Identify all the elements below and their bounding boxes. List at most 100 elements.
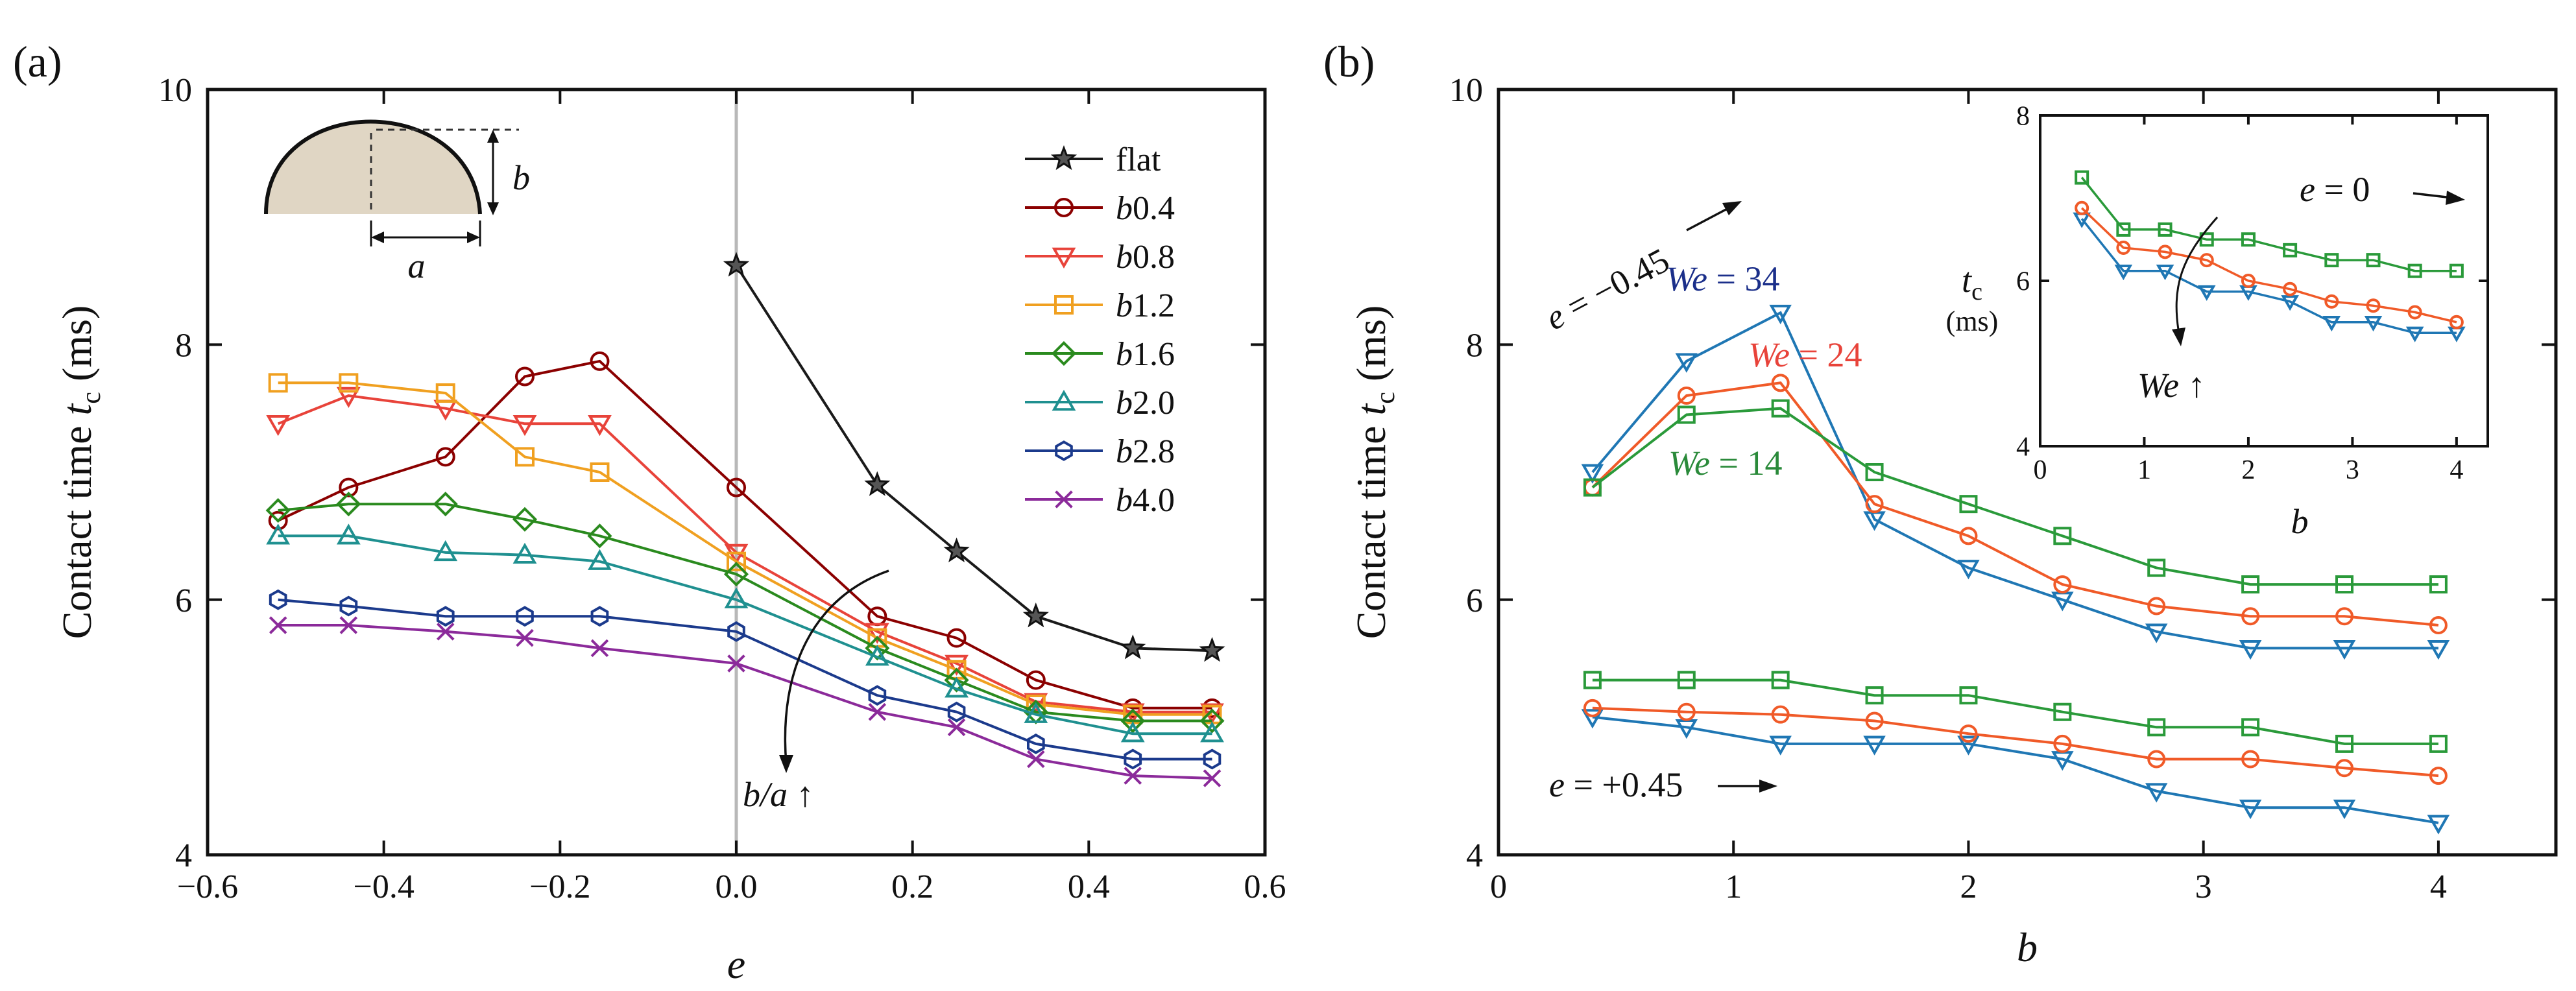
x-tick-label: 0.6	[1244, 868, 1286, 905]
schematic-width-arrowheads	[371, 232, 480, 243]
x-tick-label: 0.4	[1068, 868, 1110, 905]
legend-marker	[1050, 145, 1077, 171]
legend-marker	[1054, 198, 1074, 217]
data-point	[435, 447, 455, 467]
series-we-24	[2075, 200, 2464, 329]
data-point	[865, 623, 889, 644]
data-point	[587, 523, 612, 549]
data-point	[2145, 623, 2168, 643]
data-point	[269, 616, 287, 634]
inset-frame	[2039, 114, 2489, 448]
data-point	[2158, 245, 2173, 259]
data-point	[2281, 295, 2299, 311]
data-point	[2364, 315, 2383, 332]
data-point	[2427, 815, 2450, 835]
inset-e0-annotation: e = 0	[2300, 170, 2370, 209]
data-point	[727, 551, 746, 571]
data-point	[946, 628, 967, 648]
x-tick-label: 4	[2430, 868, 2447, 905]
legend-label: b0.8	[1116, 239, 1175, 276]
data-point	[1199, 708, 1225, 734]
we34-annotation: We = 34	[1666, 259, 1779, 298]
data-point	[1120, 721, 1145, 743]
x-tick-label: 0.0	[716, 868, 758, 905]
series-we-14	[1583, 399, 2448, 594]
data-point	[943, 537, 970, 563]
data-point	[2407, 263, 2422, 278]
data-point	[2405, 326, 2424, 342]
panel-a-xlabel: e	[727, 941, 745, 987]
data-point	[2241, 607, 2260, 626]
data-point	[1581, 464, 1604, 484]
data-point	[2199, 232, 2214, 247]
data-point	[1865, 463, 1884, 481]
data-point	[1769, 735, 1792, 756]
y-tick-label: 4	[2016, 433, 2030, 462]
inset-e0-arrowhead	[2446, 191, 2465, 205]
data-point	[1865, 686, 1884, 705]
inset-series	[2073, 170, 2466, 342]
legend-label: b0.4	[1116, 190, 1175, 227]
panel-a: (a) −0.6 −0.4 −0.2 0.0 0.2 0.4 0.6 4 6 8 10 Contac…	[13, 37, 1286, 987]
panel-a-ylabel: Contact time tc (ms)	[54, 305, 106, 639]
data-point	[945, 676, 969, 698]
panel-a-label: (a)	[13, 37, 62, 86]
x-tick-label: 2	[1960, 868, 1977, 905]
data-point	[1677, 387, 1696, 405]
data-point	[1203, 769, 1222, 787]
legend-entry: b2.8	[1025, 433, 1175, 470]
data-point	[865, 636, 890, 661]
data-point	[515, 366, 535, 387]
legend-marker	[1055, 490, 1073, 508]
data-point	[1124, 748, 1142, 770]
panel-a-series	[265, 252, 1225, 787]
data-point	[2335, 734, 2353, 753]
data-point	[2324, 294, 2339, 309]
series-line	[1591, 311, 2438, 650]
panel-a-ticks: −0.6 −0.4 −0.2 0.0 0.2 0.4 0.6 4 6 8 10	[158, 72, 1286, 905]
data-point	[2239, 799, 2262, 820]
data-point	[512, 507, 538, 532]
data-point	[515, 447, 535, 467]
e-pos-arrowhead	[1759, 780, 1777, 793]
shape-schematic: b a	[264, 119, 530, 285]
x-tick-label: 0.2	[891, 868, 933, 905]
inset-xlabel: b	[2291, 502, 2309, 541]
data-point	[2053, 527, 2072, 545]
data-point	[339, 616, 358, 634]
data-point	[1583, 478, 1602, 497]
x-tick-label: −0.6	[177, 868, 238, 905]
legend-label: b2.0	[1116, 385, 1175, 422]
data-point	[2429, 734, 2448, 753]
data-point	[1865, 711, 1884, 730]
data-point	[336, 492, 361, 517]
data-point	[1026, 670, 1046, 690]
data-point	[1957, 735, 1980, 756]
data-point	[2197, 285, 2216, 301]
data-point	[1203, 748, 1222, 770]
data-point	[1124, 767, 1142, 785]
data-point	[2283, 281, 2298, 296]
data-point	[2147, 558, 2166, 577]
e-neg-arrow	[1686, 205, 1733, 232]
data-point	[588, 415, 612, 436]
data-point	[2407, 305, 2422, 320]
series-line	[735, 265, 1212, 652]
data-point	[435, 383, 455, 403]
data-point	[2053, 575, 2072, 594]
schematic-b-label: b	[512, 158, 530, 197]
data-point	[1022, 603, 1049, 628]
data-point	[1200, 721, 1224, 743]
data-point	[723, 252, 750, 277]
y-tick-label: 8	[175, 328, 192, 364]
data-point	[2114, 264, 2133, 281]
series-b4-0	[269, 616, 1222, 787]
data-point	[268, 510, 288, 531]
legend-marker	[1052, 247, 1076, 269]
x-tick-label: 4	[2450, 455, 2463, 485]
data-point	[2158, 222, 2173, 237]
y-tick-label: 6	[1466, 582, 1483, 619]
data-point	[2335, 575, 2353, 594]
